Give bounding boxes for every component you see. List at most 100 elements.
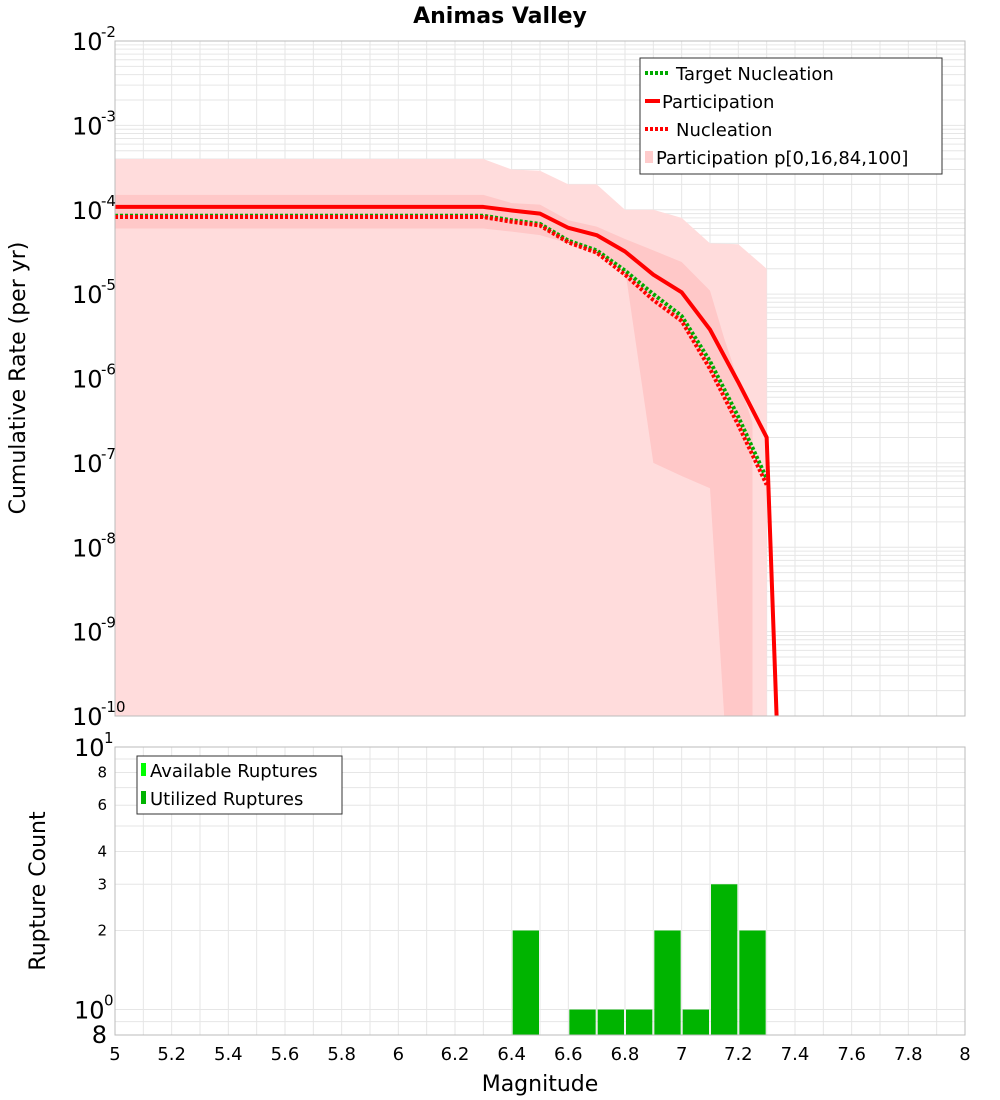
legend-swatch-available-ruptures — [141, 763, 146, 776]
top-y-tick-base: 10 — [72, 534, 103, 562]
x-tick-label: 6.2 — [441, 1044, 470, 1065]
top-percentile-bands — [115, 158, 767, 717]
bottom-y-tick-minor: 6 — [97, 796, 107, 814]
top-y-tick-exponent: -3 — [101, 107, 116, 125]
bottom-y-tick-base: 10 — [74, 997, 105, 1025]
bottom-x-tick-labels: 5 5.2 5.4 5.6 5.8 6 6.2 6.4 6.6 6.8 7 7.2 7.4 7.6 7.8 8 — [109, 1044, 970, 1065]
series-point — [482, 215, 484, 217]
x-tick-label: 7 — [676, 1044, 687, 1065]
top-legend-box — [639, 57, 943, 175]
series-point — [539, 225, 541, 227]
top-y-axis-label: Cumulative Rate (per yr) — [6, 242, 31, 515]
x-tick-label: 5.2 — [157, 1044, 186, 1065]
series-point — [737, 381, 739, 383]
series-point — [624, 270, 626, 272]
series-point — [482, 216, 484, 218]
top-y-tick-base: 10 — [72, 619, 103, 647]
series-point — [766, 484, 768, 486]
series-point — [737, 416, 739, 418]
bottom-legend: Available Ruptures Utilized Ruptures — [136, 755, 343, 815]
bottom-y-tick-minor: 2 — [97, 922, 107, 940]
bottom-y-axis-label: Rupture Count — [26, 811, 51, 971]
series-point — [567, 241, 569, 243]
series-point — [596, 234, 598, 236]
x-tick-label: 5.6 — [271, 1044, 300, 1065]
series-line-nucleation — [115, 215, 769, 486]
legend-label-utilized-ruptures: Utilized Ruptures — [150, 789, 303, 810]
top-y-tick-base: 10 — [72, 112, 103, 140]
x-tick-label: 5 — [109, 1044, 120, 1065]
legend-label-target-nucleation: Target Nucleation — [675, 64, 834, 85]
bar-utilized-ruptures — [597, 1009, 624, 1035]
top-y-tick-exponent: -4 — [101, 192, 116, 210]
bar-utilized-ruptures — [512, 930, 539, 1035]
top-y-tick-exponent: -6 — [101, 361, 116, 379]
x-tick-label: 6.6 — [554, 1044, 583, 1065]
bottom-y-tick-minor: 3 — [97, 875, 107, 893]
series-point — [681, 315, 683, 317]
series-point — [709, 329, 711, 331]
bottom-y-tick-exponent: 0 — [104, 992, 114, 1010]
top-y-tick-exponent: -5 — [101, 276, 116, 294]
x-axis-label: Magnitude — [482, 1072, 599, 1097]
series-point — [596, 252, 598, 254]
x-tick-label: 5.8 — [327, 1044, 356, 1065]
series-point — [652, 293, 654, 295]
legend-label-participation: Participation — [662, 92, 774, 113]
chart-title: Animas Valley — [413, 4, 587, 29]
series-point — [511, 209, 513, 211]
x-tick-label: 7.4 — [781, 1044, 810, 1065]
bottom-y-tick-minor: 8 — [97, 763, 107, 781]
x-tick-label: 7.2 — [724, 1044, 753, 1065]
x-tick-label: 8 — [959, 1044, 970, 1065]
series-point — [766, 436, 768, 438]
series-point — [652, 274, 654, 276]
bar-utilized-ruptures — [739, 930, 766, 1035]
top-y-tick-base: 10 — [72, 703, 103, 731]
legend-label-nucleation: Nucleation — [676, 120, 772, 141]
bottom-y-tick-minor: 8 — [92, 1021, 107, 1049]
bottom-bars — [512, 884, 766, 1035]
x-tick-label: 7.6 — [837, 1044, 866, 1065]
bar-utilized-ruptures — [654, 930, 681, 1035]
top-y-tick-base: 10 — [72, 197, 103, 225]
series-point — [709, 368, 711, 370]
bottom-legend-box — [136, 755, 343, 815]
top-y-tick-exponent: -9 — [101, 614, 116, 632]
series-point — [624, 251, 626, 253]
top-series-lines — [114, 204, 779, 717]
series-point — [681, 320, 683, 322]
top-y-tick-base: 10 — [72, 366, 103, 394]
top-y-tick-exponent: -2 — [101, 23, 116, 41]
bottom-y-tick-exponent: 1 — [104, 729, 114, 747]
top-y-tick-exponent: -7 — [101, 445, 116, 463]
series-point — [539, 213, 541, 215]
legend-label-participation-band: Participation p[0,16,84,100] — [656, 148, 908, 169]
top-y-tick-exponent: -8 — [101, 529, 116, 547]
top-y-tick-base: 10 — [72, 450, 103, 478]
legend-swatch-utilized-ruptures — [141, 791, 146, 804]
top-y-tick-base: 10 — [72, 28, 103, 56]
x-tick-label: 6.8 — [611, 1044, 640, 1065]
bar-utilized-ruptures — [569, 1009, 596, 1035]
legend-swatch-participation-band — [645, 151, 653, 163]
x-tick-label: 6.4 — [497, 1044, 526, 1065]
band-p0-p100 — [115, 158, 767, 717]
x-tick-label: 7.8 — [894, 1044, 923, 1065]
bar-utilized-ruptures — [711, 884, 738, 1035]
bar-utilized-ruptures — [626, 1009, 653, 1035]
top-y-tick-exponent: -10 — [101, 698, 126, 716]
series-point — [482, 206, 484, 208]
bottom-plot-frame — [114, 746, 966, 1036]
series-point — [737, 424, 739, 426]
series-point — [624, 274, 626, 276]
series-point — [567, 227, 569, 229]
top-plot-frame — [114, 40, 966, 717]
bar-utilized-ruptures — [682, 1009, 709, 1035]
legend-label-available-ruptures: Available Ruptures — [150, 761, 318, 782]
top-y-tick-base: 10 — [72, 281, 103, 309]
series-point — [681, 291, 683, 293]
series-point — [511, 221, 513, 223]
